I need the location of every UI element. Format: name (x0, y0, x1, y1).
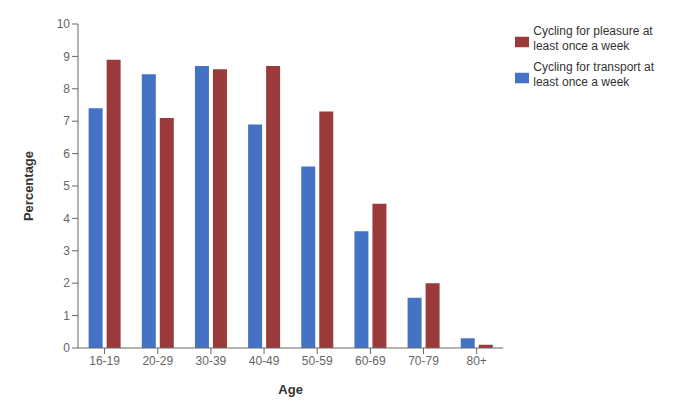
svg-text:70-79: 70-79 (408, 354, 439, 368)
svg-text:5: 5 (63, 179, 70, 193)
svg-text:16-19: 16-19 (89, 354, 120, 368)
svg-text:20-29: 20-29 (142, 354, 173, 368)
svg-text:8: 8 (63, 82, 70, 96)
html-text:Cycling for pleasure at least: Cycling for pleasure at least once a wee… (533, 24, 653, 53)
svg-text:6: 6 (63, 147, 70, 161)
svg-text:50-59: 50-59 (302, 354, 333, 368)
svg-text:7: 7 (63, 114, 70, 128)
svg-text:10: 10 (57, 17, 71, 31)
svg-text:30-39: 30-39 (196, 354, 227, 368)
svg-text:2: 2 (63, 276, 70, 290)
svg-text:Percentage: Percentage (21, 151, 36, 221)
svg-text:80+: 80+ (467, 354, 487, 368)
html-text:Cycling for transport at least: Cycling for transport at least once a we… (533, 60, 654, 89)
svg-text:60-69: 60-69 (355, 354, 386, 368)
svg-text:Age: Age (278, 382, 303, 397)
svg-text:4: 4 (63, 212, 70, 226)
svg-text:9: 9 (63, 50, 70, 64)
svg-text:1: 1 (63, 309, 70, 323)
svg-text:40-49: 40-49 (249, 354, 280, 368)
svg-text:3: 3 (63, 244, 70, 258)
svg-text:0: 0 (63, 341, 70, 355)
